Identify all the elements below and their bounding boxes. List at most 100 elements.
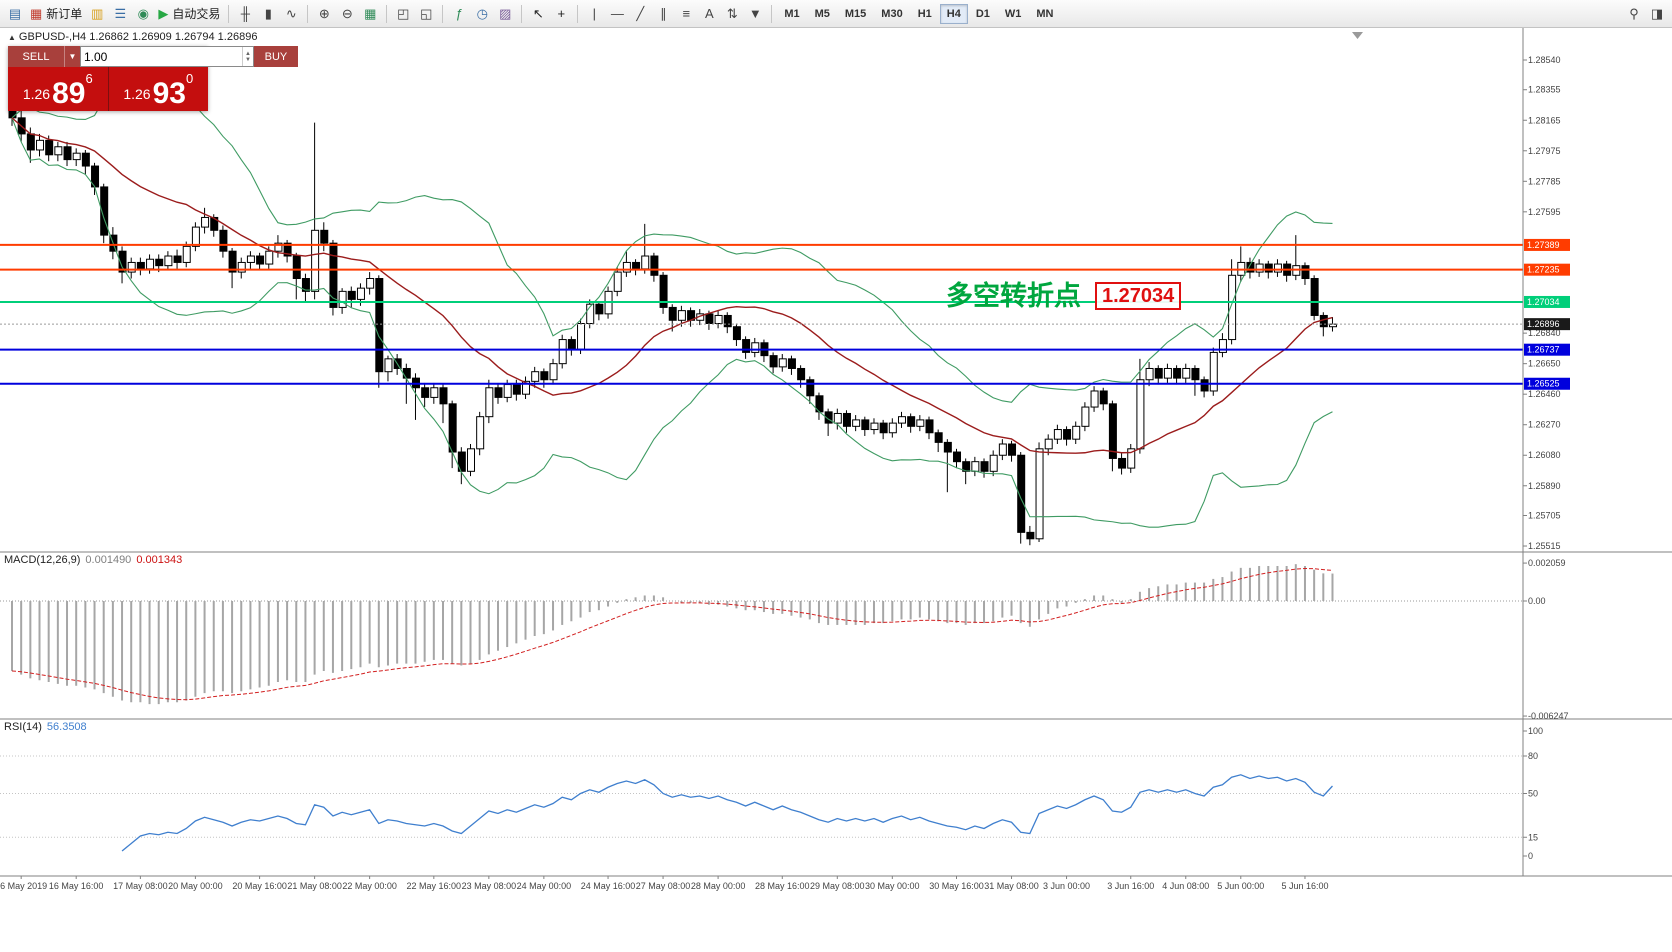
- timeframe-h1[interactable]: H1: [911, 4, 939, 24]
- arrange-icon[interactable]: ◨: [1646, 3, 1668, 25]
- tile-windows-icon[interactable]: ◰: [392, 3, 414, 25]
- current-price-tag-label: 1.26896: [1527, 319, 1560, 329]
- new-order-button[interactable]: ▦ 新订单: [27, 3, 85, 25]
- rsi-scale-tick: 15: [1528, 832, 1538, 842]
- cascade-windows-icon: ◱: [420, 6, 433, 21]
- time-axis-label: 24 May 00:00: [517, 881, 572, 891]
- buy-price-button[interactable]: 1.26 93 0: [108, 67, 208, 111]
- shapes-icon[interactable]: ▼: [744, 3, 766, 25]
- macd-pane[interactable]: [0, 564, 1523, 705]
- trade-panel-options-caret[interactable]: ▼: [64, 46, 80, 67]
- chart-ohlc-line: ▲ GBPUSD-,H4 1.26862 1.26909 1.26794 1.26…: [8, 31, 257, 43]
- shapes-icon: ▼: [748, 6, 762, 21]
- price-scale-tick: 1.28355: [1528, 85, 1561, 95]
- timeframe-m1[interactable]: M1: [777, 4, 806, 24]
- timeframe-m5[interactable]: M5: [808, 4, 837, 24]
- zoom-in-icon[interactable]: ⊕: [313, 3, 335, 25]
- bollinger-middle-band: [11, 117, 1333, 454]
- price-tag-1.27235[interactable]: [1524, 263, 1570, 276]
- time-axis-label: 16 May 16:00: [49, 881, 104, 891]
- price-tag-1.26737[interactable]: [1524, 343, 1570, 356]
- buy-price-sup: 0: [185, 71, 194, 86]
- horizontal-line-icon[interactable]: —: [606, 3, 628, 25]
- price-tag-1.27034-label: 1.27034: [1527, 297, 1560, 307]
- annotation-price-box: 1.27034: [1095, 282, 1182, 310]
- autotrading-icon: ▶: [158, 6, 169, 21]
- cursor-icon[interactable]: ↖: [527, 3, 549, 25]
- macd-scale-tick: -0.006247: [1528, 711, 1569, 721]
- volume-input[interactable]: [81, 47, 242, 66]
- timeframe-mn[interactable]: MN: [1029, 4, 1060, 24]
- buy-label-button[interactable]: BUY: [253, 46, 298, 67]
- text-label-icon: A: [704, 6, 714, 21]
- price-tag-1.26525[interactable]: [1524, 377, 1570, 390]
- rsi-scale-tick: 80: [1528, 751, 1538, 761]
- turning-point-annotation: 多空转折点 1.27034: [946, 282, 1182, 310]
- rsi-pane[interactable]: [0, 755, 1523, 852]
- time-axis-label: 20 May 16:00: [232, 881, 287, 891]
- data-window-icon: ◉: [137, 6, 149, 21]
- time-axis-label: 5 Jun 16:00: [1281, 881, 1328, 891]
- price-tag-1.27389-label: 1.27389: [1527, 240, 1560, 250]
- time-axis-label: 23 May 08:00: [462, 881, 517, 891]
- timeframe-m30[interactable]: M30: [874, 4, 909, 24]
- candlestick-chart-icon[interactable]: ▮: [257, 3, 279, 25]
- profiles-icon: ▥: [91, 6, 104, 21]
- equidistant-channel-icon[interactable]: ∥: [652, 3, 674, 25]
- data-window-icon[interactable]: ◉: [132, 3, 154, 25]
- price-tag-1.27389[interactable]: [1524, 238, 1570, 251]
- price-scale-tick: 1.25515: [1528, 541, 1561, 551]
- timeframe-w1[interactable]: W1: [998, 4, 1029, 24]
- time-axis-label: 22 May 00:00: [342, 881, 397, 891]
- vertical-line-icon[interactable]: |: [583, 3, 605, 25]
- timeframe-h4[interactable]: H4: [939, 3, 968, 24]
- fibonacci-icon: ≡: [682, 6, 691, 21]
- current-price-tag[interactable]: [1524, 318, 1570, 331]
- spin-up-icon[interactable]: ▲: [245, 50, 251, 57]
- crosshair-icon[interactable]: +: [550, 3, 572, 25]
- trendline-icon[interactable]: ╱: [629, 3, 651, 25]
- time-axis-label: 27 May 08:00: [636, 881, 691, 891]
- buy-price-prefix: 1.26: [123, 86, 151, 102]
- bollinger-lower-band: [11, 117, 1333, 528]
- spin-down-icon[interactable]: ▼: [245, 56, 251, 63]
- tile-windows-icon: ◰: [397, 6, 410, 21]
- period-icon[interactable]: ◷: [471, 3, 493, 25]
- price-chart-canvas[interactable]: 1.28540 1.28355 1.28165 1.27975 1.27785 1.275…: [0, 28, 1672, 952]
- volume-spinner[interactable]: ▲ ▼: [242, 47, 253, 66]
- line-chart-icon[interactable]: ∿: [280, 3, 302, 25]
- rsi-name: RSI(14): [4, 721, 42, 733]
- arrows-icon[interactable]: ⇅: [721, 3, 743, 25]
- templates-icon[interactable]: ▨: [494, 3, 516, 25]
- cascade-windows-icon[interactable]: ◱: [415, 3, 437, 25]
- bollinger-upper-band: [11, 79, 1333, 403]
- indicators-icon[interactable]: ƒ: [448, 3, 470, 25]
- price-tag-1.27034[interactable]: [1524, 295, 1570, 308]
- market-watch-icon[interactable]: ☰: [109, 3, 131, 25]
- chart-shift-marker[interactable]: [1352, 32, 1363, 39]
- time-axis-label: 3 Jun 00:00: [1043, 881, 1090, 891]
- chart-window-icon[interactable]: ▤: [4, 3, 26, 25]
- sell-price-prefix: 1.26: [22, 86, 51, 102]
- grid-icon[interactable]: ▦: [359, 3, 381, 25]
- price-scale-tick: 1.27785: [1528, 176, 1561, 186]
- text-label-icon[interactable]: A: [698, 3, 720, 25]
- search-icon[interactable]: ⚲: [1623, 3, 1645, 25]
- buy-price-big: 93: [152, 76, 186, 110]
- timeframe-d1[interactable]: D1: [969, 4, 997, 24]
- zoom-out-icon[interactable]: ⊖: [336, 3, 358, 25]
- autotrading-button[interactable]: ▶ 自动交易: [155, 3, 223, 25]
- toolbar-separator: [521, 4, 523, 23]
- sell-price-big: 89: [52, 76, 86, 110]
- sell-label-button[interactable]: SELL: [8, 46, 64, 67]
- time-axis-label: 21 May 08:00: [287, 881, 342, 891]
- price-pane[interactable]: [8, 79, 1337, 546]
- bar-chart-icon[interactable]: ╫: [234, 3, 256, 25]
- autotrading-button-label: 自动交易: [172, 7, 221, 21]
- timeframe-m15[interactable]: M15: [838, 4, 873, 24]
- chart-window-icon: ▤: [8, 6, 22, 21]
- sell-price-button[interactable]: 1.26 89 6: [8, 67, 108, 111]
- time-axis-label: 16 May 2019: [0, 881, 47, 891]
- fibonacci-icon[interactable]: ≡: [675, 3, 697, 25]
- profiles-icon[interactable]: ▥: [86, 3, 108, 25]
